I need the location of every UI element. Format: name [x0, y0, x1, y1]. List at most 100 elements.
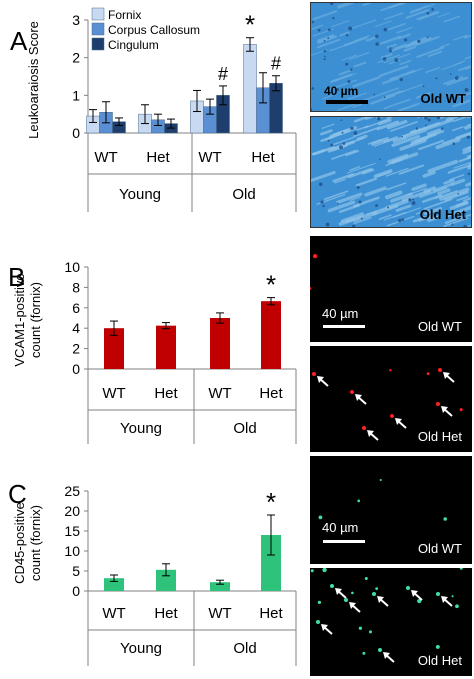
tissue-fiber — [341, 54, 358, 61]
tissue-fiber — [317, 35, 337, 44]
arrow-head-icon — [335, 588, 342, 595]
tissue-nucleus — [311, 20, 315, 24]
tissue-nucleus — [325, 222, 330, 227]
arrow-head-icon — [317, 376, 324, 383]
micrograph-b-old-het: Old Het — [310, 346, 472, 452]
category-label: WT — [208, 385, 231, 402]
bar — [210, 318, 230, 369]
tissue-fiber — [446, 205, 472, 218]
y-axis-label: count (fornix) — [28, 505, 43, 581]
tissue-nucleus — [327, 37, 330, 40]
annotation: * — [266, 270, 276, 300]
scale-bar-label: 40 µm — [324, 84, 359, 98]
tissue-fiber — [448, 174, 465, 181]
y-tick-label: 1 — [72, 87, 80, 103]
tissue-nucleus — [332, 16, 335, 20]
tissue-fiber — [320, 129, 333, 136]
tissue-fiber — [340, 212, 365, 223]
fluorescent-cell — [451, 595, 454, 598]
tissue-fiber — [353, 61, 367, 68]
fluorescent-cell — [330, 584, 334, 588]
tissue-fiber — [437, 188, 451, 196]
tissue-nucleus — [383, 27, 388, 32]
tissue-fiber — [437, 116, 449, 120]
fluorescent-cell — [435, 644, 440, 649]
tissue-nucleus — [411, 201, 416, 205]
group-label: Young — [120, 420, 162, 437]
tissue-nucleus — [317, 28, 321, 32]
y-axis-label: count (fornix) — [28, 282, 43, 358]
bar — [104, 328, 124, 369]
tissue-fiber — [433, 182, 454, 192]
annotation: # — [218, 64, 228, 84]
tissue-fiber — [435, 137, 461, 150]
tissue-fiber — [414, 130, 445, 143]
tissue-fiber — [398, 164, 425, 175]
tissue-fiber — [336, 2, 348, 7]
tissue-nucleus — [347, 79, 351, 84]
y-tick-label: 2 — [72, 50, 80, 66]
fluorescent-cell — [436, 592, 440, 596]
tissue-nucleus — [336, 88, 340, 92]
tissue-fiber — [466, 213, 472, 217]
tissue-fiber — [386, 119, 408, 130]
tissue-fiber — [427, 50, 443, 58]
tissue-fiber — [355, 177, 378, 187]
tissue-nucleus — [425, 124, 427, 127]
tissue-nucleus — [350, 68, 353, 71]
tissue-fiber — [396, 26, 413, 34]
tissue-fiber — [422, 194, 443, 203]
tissue-nucleus — [426, 12, 430, 15]
micrograph-a-old-het: Old Het — [310, 116, 472, 228]
category-label: WT — [198, 149, 221, 166]
arrow-head-icon — [355, 394, 362, 401]
tissue-fiber — [466, 145, 472, 149]
tissue-nucleus — [457, 192, 460, 195]
tissue-nucleus — [320, 200, 324, 204]
tissue-fiber — [336, 192, 363, 204]
tissue-fiber — [348, 51, 370, 61]
tissue-nucleus — [336, 202, 339, 205]
tissue-nucleus — [401, 218, 405, 222]
arrow-head-icon — [395, 418, 402, 425]
y-tick-label: 6 — [72, 300, 80, 316]
tissue-fiber — [375, 20, 392, 28]
tissue-fiber — [423, 198, 453, 210]
fluorescent-cell — [389, 369, 392, 372]
fluorescence-background — [310, 346, 472, 452]
tissue-fiber — [446, 76, 469, 86]
tissue-nucleus — [401, 135, 404, 138]
tissue-fiber — [381, 76, 400, 85]
arrow-head-icon — [367, 430, 374, 437]
tissue-nucleus — [323, 39, 326, 42]
tissue-fiber — [387, 23, 406, 31]
tissue-fiber — [441, 62, 462, 71]
tissue-fiber — [378, 65, 409, 77]
tissue-fiber — [437, 12, 450, 18]
tissue-fiber — [451, 178, 466, 186]
tissue-texture — [310, 116, 472, 228]
tissue-nucleus — [345, 62, 349, 66]
fluorescent-cell — [379, 479, 382, 482]
tissue-fiber — [356, 125, 369, 131]
tissue-nucleus — [341, 131, 344, 134]
tissue-fiber — [415, 208, 430, 215]
tissue-fiber — [352, 19, 377, 29]
tissue-nucleus — [311, 87, 315, 90]
legend-label: Fornix — [108, 8, 141, 22]
fluorescent-cell — [350, 390, 354, 394]
tissue-nucleus — [375, 34, 379, 39]
micrograph-b-old-wt: 40 µm Old WT — [310, 236, 472, 342]
arrow-head-icon — [411, 590, 418, 597]
tissue-fiber — [455, 131, 472, 140]
tissue-fiber — [427, 215, 440, 223]
tissue-fiber — [339, 31, 350, 37]
tissue-nucleus — [382, 56, 387, 61]
tissue-fiber — [317, 34, 335, 42]
tissue-fiber — [409, 8, 421, 14]
panel-letter-a: A — [10, 26, 28, 56]
tissue-fiber — [311, 24, 324, 30]
tissue-nucleus — [318, 182, 323, 187]
y-axis-label: VCAM1-positive — [12, 273, 27, 366]
